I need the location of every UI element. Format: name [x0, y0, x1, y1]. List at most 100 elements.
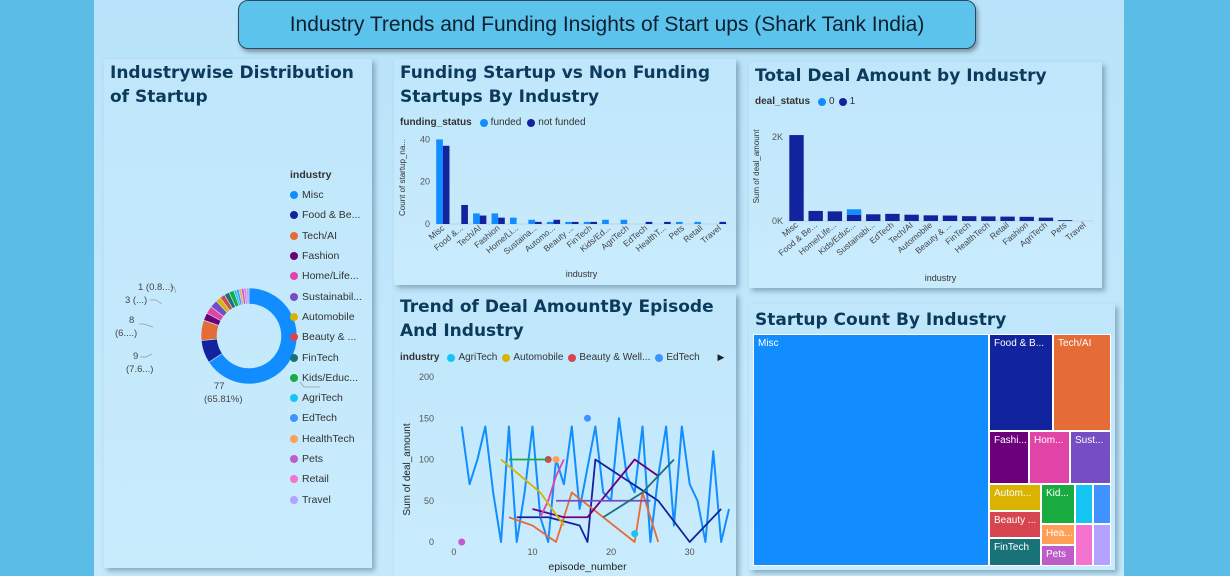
deal-legend-item[interactable]: 0: [818, 96, 835, 107]
treemap-chart[interactable]: Misc Food & B... Tech/AI Fashi... Hom...…: [753, 334, 1113, 568]
bar-1[interactable]: [942, 215, 958, 221]
bar-1[interactable]: [961, 216, 977, 221]
bar-funded[interactable]: [546, 221, 554, 224]
trend-series-line[interactable]: [508, 491, 660, 543]
bar-1[interactable]: [1057, 220, 1073, 221]
treemap-cell-edtech[interactable]: [1093, 484, 1111, 524]
industry-legend-item[interactable]: HealthTech: [290, 429, 362, 449]
bar-funded[interactable]: [436, 139, 443, 224]
bar-1[interactable]: [1000, 216, 1015, 221]
donut-chart[interactable]: 77 (65.81%) 9 (7.6...) 8 (6....) 3 (...)…: [104, 59, 372, 568]
industry-legend-item[interactable]: Tech/AI: [290, 226, 362, 246]
bar-funded[interactable]: [694, 221, 701, 224]
bar-0[interactable]: [846, 209, 862, 215]
trend-series-line[interactable]: [460, 417, 730, 543]
treemap-cell-sust[interactable]: Sust...: [1070, 431, 1111, 484]
industry-legend-item[interactable]: AgriTech: [290, 388, 362, 408]
treemap-cell-tech[interactable]: Tech/AI: [1053, 334, 1111, 431]
trend-legend-item[interactable]: EdTech: [655, 352, 700, 363]
industry-legend-item[interactable]: FinTech: [290, 347, 362, 367]
trend-legend-item[interactable]: Automobile: [502, 352, 563, 363]
bar-1[interactable]: [789, 135, 804, 221]
bar-1[interactable]: [1038, 217, 1054, 221]
deal-legend[interactable]: deal_status 0 1: [755, 96, 855, 107]
trend-point[interactable]: [631, 530, 639, 538]
bar-1[interactable]: [923, 215, 939, 221]
industry-legend-item[interactable]: Home/Life...: [290, 266, 362, 286]
legend-scroll-right-icon[interactable]: ▶: [717, 352, 725, 362]
bar-not-funded[interactable]: [498, 217, 505, 224]
bar-not-funded[interactable]: [461, 204, 468, 224]
trend-legend-item[interactable]: Beauty & Well...: [568, 352, 650, 363]
treemap-cell-travel[interactable]: [1093, 524, 1111, 566]
bar-1[interactable]: [1019, 216, 1034, 221]
bar-not-funded[interactable]: [719, 221, 727, 224]
donut-slice[interactable]: [208, 287, 298, 385]
treemap-cell-home[interactable]: Hom...: [1029, 431, 1070, 484]
bar-not-funded[interactable]: [553, 219, 561, 224]
trend-point[interactable]: [584, 414, 591, 422]
trend-series-line[interactable]: [532, 458, 659, 519]
deal-legend-item[interactable]: 1: [838, 96, 855, 107]
bar-funded[interactable]: [491, 213, 499, 224]
funding-legend-item[interactable]: not funded: [527, 117, 586, 128]
treemap-cell-agritech[interactable]: [1075, 484, 1093, 524]
deal-card[interactable]: Total Deal Amount by Industry deal_statu…: [749, 62, 1102, 288]
treemap-cell-beauty[interactable]: Beauty ...: [989, 511, 1041, 538]
trend-legend-item[interactable]: AgriTech: [447, 352, 497, 363]
bar-funded[interactable]: [509, 217, 517, 224]
funding-legend-item[interactable]: funded: [479, 117, 521, 128]
bar-1[interactable]: [904, 214, 919, 221]
treemap-card[interactable]: Startup Count By Industry Misc Food & B.…: [749, 304, 1115, 570]
industry-legend-item[interactable]: Kids/Educ...: [290, 368, 362, 388]
trend-series-line[interactable]: [602, 458, 675, 519]
trend-series-line[interactable]: [539, 459, 565, 518]
bar-funded[interactable]: [620, 219, 628, 224]
trend-series-line[interactable]: [500, 458, 565, 527]
treemap-cell-kids[interactable]: Kid...: [1041, 484, 1075, 524]
treemap-cell-auto[interactable]: Autom...: [989, 484, 1041, 511]
trend-legend[interactable]: industry AgriTech Automobile Beauty & Well…: [400, 352, 700, 363]
bar-funded[interactable]: [675, 221, 683, 224]
treemap-cell-health[interactable]: Hea...: [1041, 524, 1075, 545]
industry-legend-item[interactable]: Retail: [290, 469, 362, 489]
bar-funded[interactable]: [583, 221, 591, 224]
treemap-cell-fashion[interactable]: Fashi...: [989, 431, 1029, 484]
bar-funded[interactable]: [602, 219, 609, 224]
bar-not-funded[interactable]: [479, 215, 487, 224]
industry-legend-item[interactable]: Sustainabil...: [290, 286, 362, 306]
treemap-cell-retail[interactable]: [1075, 524, 1093, 566]
donut-slice[interactable]: [246, 287, 250, 305]
industry-legend-item[interactable]: Food & Be...: [290, 205, 362, 225]
funding-card[interactable]: Funding Startup vs Non Funding Startups …: [394, 59, 736, 285]
industry-legend-item[interactable]: Fashion: [290, 246, 362, 266]
treemap-cell-misc[interactable]: Misc: [753, 334, 989, 566]
bar-1[interactable]: [827, 211, 843, 221]
industry-legend[interactable]: industry Misc Food & Be... Tech/AI Fashion H…: [290, 169, 362, 510]
bar-funded[interactable]: [565, 221, 572, 224]
bar-1[interactable]: [808, 210, 823, 221]
bar-not-funded[interactable]: [645, 221, 653, 224]
industry-legend-item[interactable]: EdTech: [290, 408, 362, 428]
trend-point[interactable]: [458, 538, 466, 546]
trend-point[interactable]: [552, 456, 560, 463]
bar-1[interactable]: [885, 213, 900, 221]
industry-legend-item[interactable]: Automobile: [290, 307, 362, 327]
industry-legend-item[interactable]: Beauty & ...: [290, 327, 362, 347]
trend-line-chart[interactable]: 0 50 100 150 200 0 10 20 30 episode_number Sum of …: [394, 293, 736, 576]
bar-not-funded[interactable]: [442, 145, 450, 224]
funding-legend[interactable]: funding_status funded not funded: [400, 117, 586, 128]
treemap-cell-food[interactable]: Food & B...: [989, 334, 1053, 431]
bar-1[interactable]: [981, 216, 996, 221]
bar-not-funded[interactable]: [571, 221, 579, 224]
trend-point[interactable]: [544, 456, 552, 463]
industry-legend-item[interactable]: Misc: [290, 185, 362, 205]
industry-legend-item[interactable]: Pets: [290, 449, 362, 469]
bar-1[interactable]: [866, 214, 881, 221]
bar-funded[interactable]: [473, 213, 480, 224]
donut-card[interactable]: Industrywise Distribution of Startup 77 …: [104, 59, 372, 568]
treemap-cell-pets[interactable]: Pets: [1041, 545, 1075, 566]
bar-not-funded[interactable]: [590, 221, 597, 224]
